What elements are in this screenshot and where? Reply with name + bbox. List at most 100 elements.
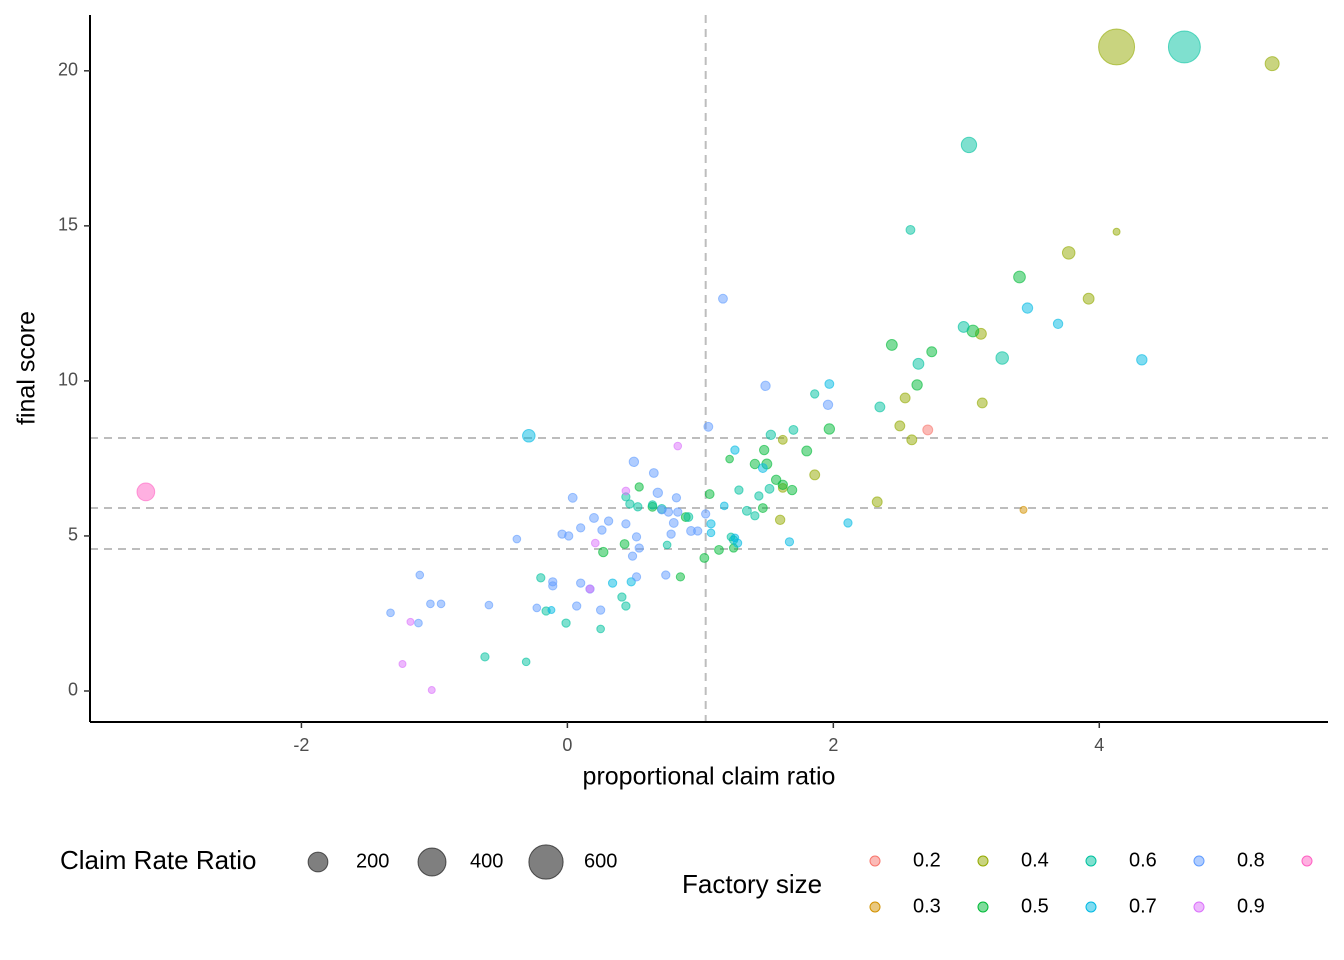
point xyxy=(668,517,679,528)
point xyxy=(627,551,638,561)
point xyxy=(576,578,586,588)
point xyxy=(784,537,795,547)
point xyxy=(598,546,609,558)
point xyxy=(906,434,918,446)
point xyxy=(757,503,768,513)
y-tick-label: 5 xyxy=(68,525,78,545)
point xyxy=(671,493,682,503)
point xyxy=(548,581,558,591)
point xyxy=(532,603,542,613)
point xyxy=(406,617,415,626)
point xyxy=(899,392,911,404)
color-legend-key xyxy=(977,901,989,913)
point xyxy=(912,357,925,370)
point xyxy=(734,485,744,495)
point xyxy=(436,599,446,609)
point xyxy=(631,532,642,542)
color-legend-key xyxy=(869,855,881,867)
color-legend-key xyxy=(869,901,881,913)
point xyxy=(567,492,578,503)
point xyxy=(675,572,686,582)
point xyxy=(765,429,777,441)
point xyxy=(415,570,425,580)
point xyxy=(749,458,761,470)
point xyxy=(1167,30,1201,64)
point xyxy=(758,444,770,456)
point xyxy=(701,509,711,519)
point xyxy=(662,540,672,550)
point xyxy=(634,482,644,492)
point xyxy=(647,500,658,510)
size-legend-key xyxy=(528,844,564,880)
y-tick-label: 20 xyxy=(58,60,78,80)
point xyxy=(1136,354,1148,366)
color-legend-key xyxy=(1301,855,1313,867)
point xyxy=(590,538,600,548)
point xyxy=(706,519,716,529)
point xyxy=(561,618,571,628)
point xyxy=(822,399,834,410)
color-legend-label: 0.3 xyxy=(913,895,941,917)
point xyxy=(631,572,642,582)
x-tick-label: 4 xyxy=(1094,735,1104,755)
point xyxy=(1019,505,1028,514)
color-legend-key xyxy=(1085,855,1097,867)
point xyxy=(414,618,423,628)
point xyxy=(824,379,835,389)
point xyxy=(810,389,820,399)
color-legend-key xyxy=(1193,901,1205,913)
point xyxy=(774,514,786,526)
color-legend-label: 0.8 xyxy=(1237,849,1265,871)
point xyxy=(719,501,729,511)
point xyxy=(427,686,436,695)
size-legend-label: 200 xyxy=(356,850,389,872)
point xyxy=(512,534,522,544)
point xyxy=(596,624,605,634)
point xyxy=(777,434,788,445)
point xyxy=(874,401,886,413)
point xyxy=(699,553,710,563)
point xyxy=(536,573,546,583)
size-legend-title: Claim Rate Ratio xyxy=(60,845,257,875)
point xyxy=(754,491,764,501)
point xyxy=(894,420,906,432)
point xyxy=(673,441,683,451)
point xyxy=(1061,246,1076,260)
color-legend-label: 0.9 xyxy=(1237,895,1265,917)
point xyxy=(625,499,635,509)
color-legend-label: 0.7 xyxy=(1129,895,1157,917)
point xyxy=(426,599,435,609)
point xyxy=(484,600,494,610)
point xyxy=(666,529,676,539)
point xyxy=(619,539,630,549)
point xyxy=(1264,56,1280,72)
point xyxy=(871,496,883,508)
point xyxy=(597,525,607,535)
point xyxy=(617,592,627,602)
color-legend-key xyxy=(977,855,989,867)
point xyxy=(589,513,599,523)
x-tick-label: 0 xyxy=(562,735,572,755)
x-tick-label: -2 xyxy=(293,735,309,755)
point xyxy=(1052,318,1064,330)
point xyxy=(547,606,556,615)
point xyxy=(652,487,664,499)
point xyxy=(809,469,821,481)
point xyxy=(648,468,659,478)
color-legend-title: Factory size xyxy=(682,869,822,899)
point xyxy=(885,339,898,351)
point xyxy=(703,421,714,432)
color-legend-label: 0.5 xyxy=(1021,895,1049,917)
point xyxy=(572,601,582,611)
point xyxy=(607,578,618,588)
point xyxy=(757,463,768,473)
point xyxy=(995,351,1009,365)
color-legend-key xyxy=(1193,855,1205,867)
point xyxy=(760,380,771,392)
point xyxy=(633,502,643,512)
point xyxy=(741,505,752,516)
point xyxy=(595,605,606,615)
point xyxy=(823,423,836,435)
point xyxy=(683,512,694,522)
point xyxy=(386,608,395,618)
